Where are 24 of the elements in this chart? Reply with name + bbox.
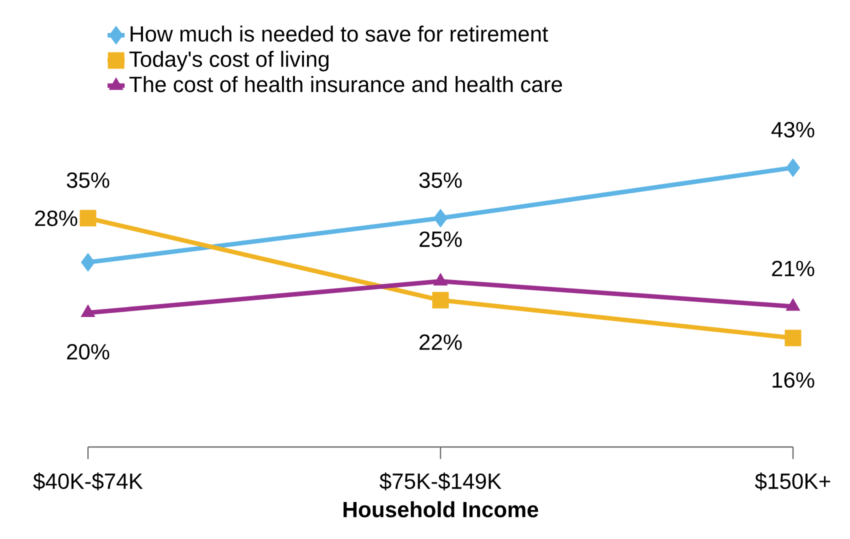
- data-label: 21%: [772, 260, 814, 276]
- x-axis-title: Household Income: [344, 501, 538, 518]
- x-tick-label: $40K-$74K: [33, 472, 143, 490]
- point: [80, 304, 96, 318]
- data-label: 22%: [420, 334, 462, 350]
- legend-label: The cost of health insurance and health care: [129, 76, 562, 92]
- point: [786, 298, 800, 311]
- x-tick-label: $150K+: [755, 472, 830, 490]
- point: [786, 158, 800, 177]
- legend-label: How much is needed to save for retirement: [130, 26, 548, 42]
- legend-label: Today's cost of living: [129, 50, 329, 72]
- data-label: 43%: [771, 122, 814, 138]
- data-label: 35%: [419, 172, 462, 188]
- point: [81, 253, 96, 272]
- point: [432, 292, 449, 308]
- data-label: 20%: [67, 344, 110, 360]
- point: [784, 330, 802, 346]
- point: [434, 208, 448, 228]
- data-label: 28%: [35, 210, 78, 226]
- point: [80, 210, 96, 226]
- data-label: 35%: [66, 172, 110, 188]
- x-tick-label: $75K-$149K: [380, 472, 502, 490]
- data-label: 25%: [420, 231, 462, 248]
- data-label: 16%: [772, 372, 814, 388]
